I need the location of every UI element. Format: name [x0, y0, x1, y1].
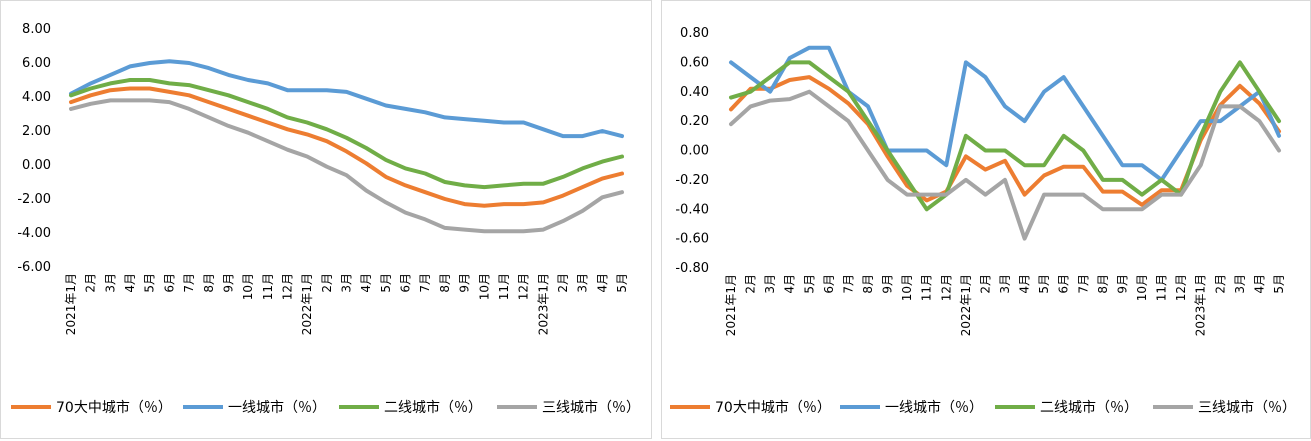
y-tick-label: -6.00	[17, 260, 51, 275]
x-tick-label: 4月	[1018, 274, 1032, 294]
legend-label: 一线城市（％）	[885, 399, 983, 416]
x-tick-label: 2022年1月	[300, 273, 314, 335]
chart-svg-left: 8.00 6.00 4.00 2.00 0.00 -2.00 -4.00 -6.00 2021年…	[11, 22, 640, 416]
chart-panel-right: 0.80 0.60 0.40 0.20 0.00 -0.20 -0.40 -0.60 -0.80…	[661, 0, 1311, 439]
x-tick-label: 7月	[841, 274, 855, 294]
x-tick-label: 5月	[379, 273, 393, 293]
x-tick-label: 4月	[783, 274, 797, 294]
legend-label: 三线城市（％）	[542, 399, 640, 416]
x-tick-label: 2023年1月	[536, 273, 550, 335]
y-tick-label: 0.60	[680, 55, 709, 70]
x-tick-label: 4月	[595, 273, 609, 293]
x-tick-label: 2022年1月	[959, 274, 973, 336]
y-tick-label: 6.00	[22, 56, 51, 71]
x-tick-label: 3月	[998, 274, 1012, 294]
y-tick-label: 0.00	[680, 144, 709, 159]
x-tick-label: 3月	[340, 273, 354, 293]
x-tick-label: 2021年1月	[724, 274, 738, 336]
x-tick-label: 8月	[202, 273, 216, 293]
x-tick-label: 3月	[763, 274, 777, 294]
x-tick-label: 12月	[939, 274, 953, 301]
x-tick-label: 2月	[556, 273, 570, 293]
x-tick-label: 4月	[359, 273, 373, 293]
x-tick-label: 8月	[861, 274, 875, 294]
x-tick-label: 11月	[497, 273, 511, 300]
x-tick-label: 2023年1月	[1194, 274, 1208, 336]
legend-label: 70大中城市（％）	[56, 399, 172, 416]
x-tick-label: 11月	[261, 273, 275, 300]
x-tick-label: 8月	[1096, 274, 1110, 294]
x-tick-label: 5月	[802, 274, 816, 294]
x-tick-label: 4月	[123, 273, 137, 293]
x-tick-label: 5月	[615, 273, 629, 293]
x-tick-label: 10月	[477, 273, 491, 300]
x-tick-label: 6月	[162, 273, 176, 293]
y-tick-label: 0.80	[680, 26, 709, 41]
y-tick-label: -0.60	[675, 232, 709, 247]
y-tick-label: 0.20	[680, 114, 709, 129]
x-tick-label: 9月	[458, 273, 472, 293]
x-tick-label: 12月	[280, 273, 294, 300]
y-tick-label: 2.00	[22, 124, 51, 139]
x-tick-label: 6月	[1057, 274, 1071, 294]
y-tick-label: -0.80	[675, 261, 709, 276]
legend-label: 一线城市（％）	[228, 399, 326, 416]
legend-label: 三线城市（％）	[1198, 399, 1296, 416]
chart-svg-right: 0.80 0.60 0.40 0.20 0.00 -0.20 -0.40 -0.60 -0.80…	[670, 26, 1296, 416]
legend-label: 二线城市（％）	[1040, 399, 1138, 416]
x-tick-label: 9月	[221, 273, 235, 293]
series-line-4	[729, 89, 1281, 241]
series-line-2	[729, 45, 1281, 182]
x-tick-label: 5月	[1037, 274, 1051, 294]
x-tick-label: 10月	[900, 274, 914, 301]
x-tick-label: 2021年1月	[64, 273, 78, 335]
x-tick-label: 4月	[1252, 274, 1266, 294]
y-tick-label: -0.40	[675, 202, 709, 217]
x-tick-label: 2月	[320, 273, 334, 293]
x-tick-label: 9月	[1115, 274, 1129, 294]
x-tick-label: 3月	[1233, 274, 1247, 294]
x-tick-label: 5月	[1272, 274, 1286, 294]
x-tick-label: 10月	[1135, 274, 1149, 301]
y-tick-label: 4.00	[22, 90, 51, 105]
series-line-3	[69, 78, 624, 190]
x-tick-label: 7月	[418, 273, 432, 293]
legend-label: 70大中城市（％）	[715, 399, 831, 416]
x-tick-label: 2月	[744, 274, 758, 294]
x-tick-label: 6月	[399, 273, 413, 293]
series-line-3	[729, 60, 1281, 212]
x-tick-label: 11月	[1155, 274, 1169, 301]
y-tick-label: -4.00	[17, 226, 51, 241]
y-tick-label: 8.00	[22, 22, 51, 37]
x-tick-label: 8月	[438, 273, 452, 293]
x-tick-label: 2月	[978, 274, 992, 294]
x-tick-label: 3月	[576, 273, 590, 293]
x-tick-label: 5月	[143, 273, 157, 293]
x-tick-label: 3月	[103, 273, 117, 293]
x-tick-label: 11月	[920, 274, 934, 301]
y-tick-label: 0.40	[680, 85, 709, 100]
x-tick-label: 2月	[84, 273, 98, 293]
x-tick-label: 7月	[182, 273, 196, 293]
legend-label: 二线城市（％）	[384, 399, 482, 416]
x-tick-label: 12月	[1174, 274, 1188, 301]
chart-panel-left: 8.00 6.00 4.00 2.00 0.00 -2.00 -4.00 -6.00 2021年…	[0, 0, 652, 439]
y-tick-label: -0.20	[675, 173, 709, 188]
x-tick-label: 7月	[1076, 274, 1090, 294]
series-line-2	[69, 59, 624, 139]
series-line-4	[69, 98, 624, 234]
y-tick-label: -2.00	[17, 192, 51, 207]
x-tick-label: 2月	[1213, 274, 1227, 294]
series-line-1	[69, 86, 624, 208]
x-tick-label: 10月	[241, 273, 255, 300]
y-tick-label: 0.00	[22, 158, 51, 173]
x-tick-label: 12月	[517, 273, 531, 300]
x-tick-label: 6月	[822, 274, 836, 294]
x-tick-label: 9月	[881, 274, 895, 294]
